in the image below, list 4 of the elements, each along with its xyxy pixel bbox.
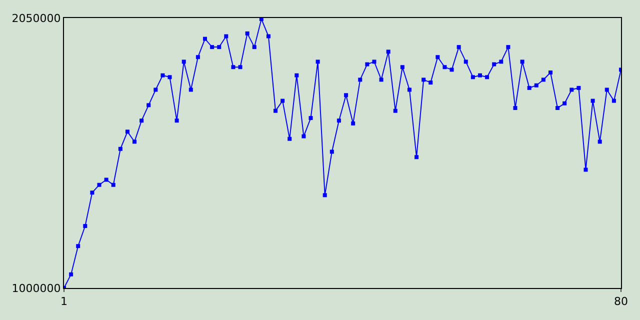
x-tick-label: 80 <box>614 295 628 308</box>
y-tick-label: 1000000 <box>12 282 61 295</box>
x-tick-label: 1 <box>60 295 68 308</box>
y-tick-label: 2050000 <box>12 12 61 25</box>
